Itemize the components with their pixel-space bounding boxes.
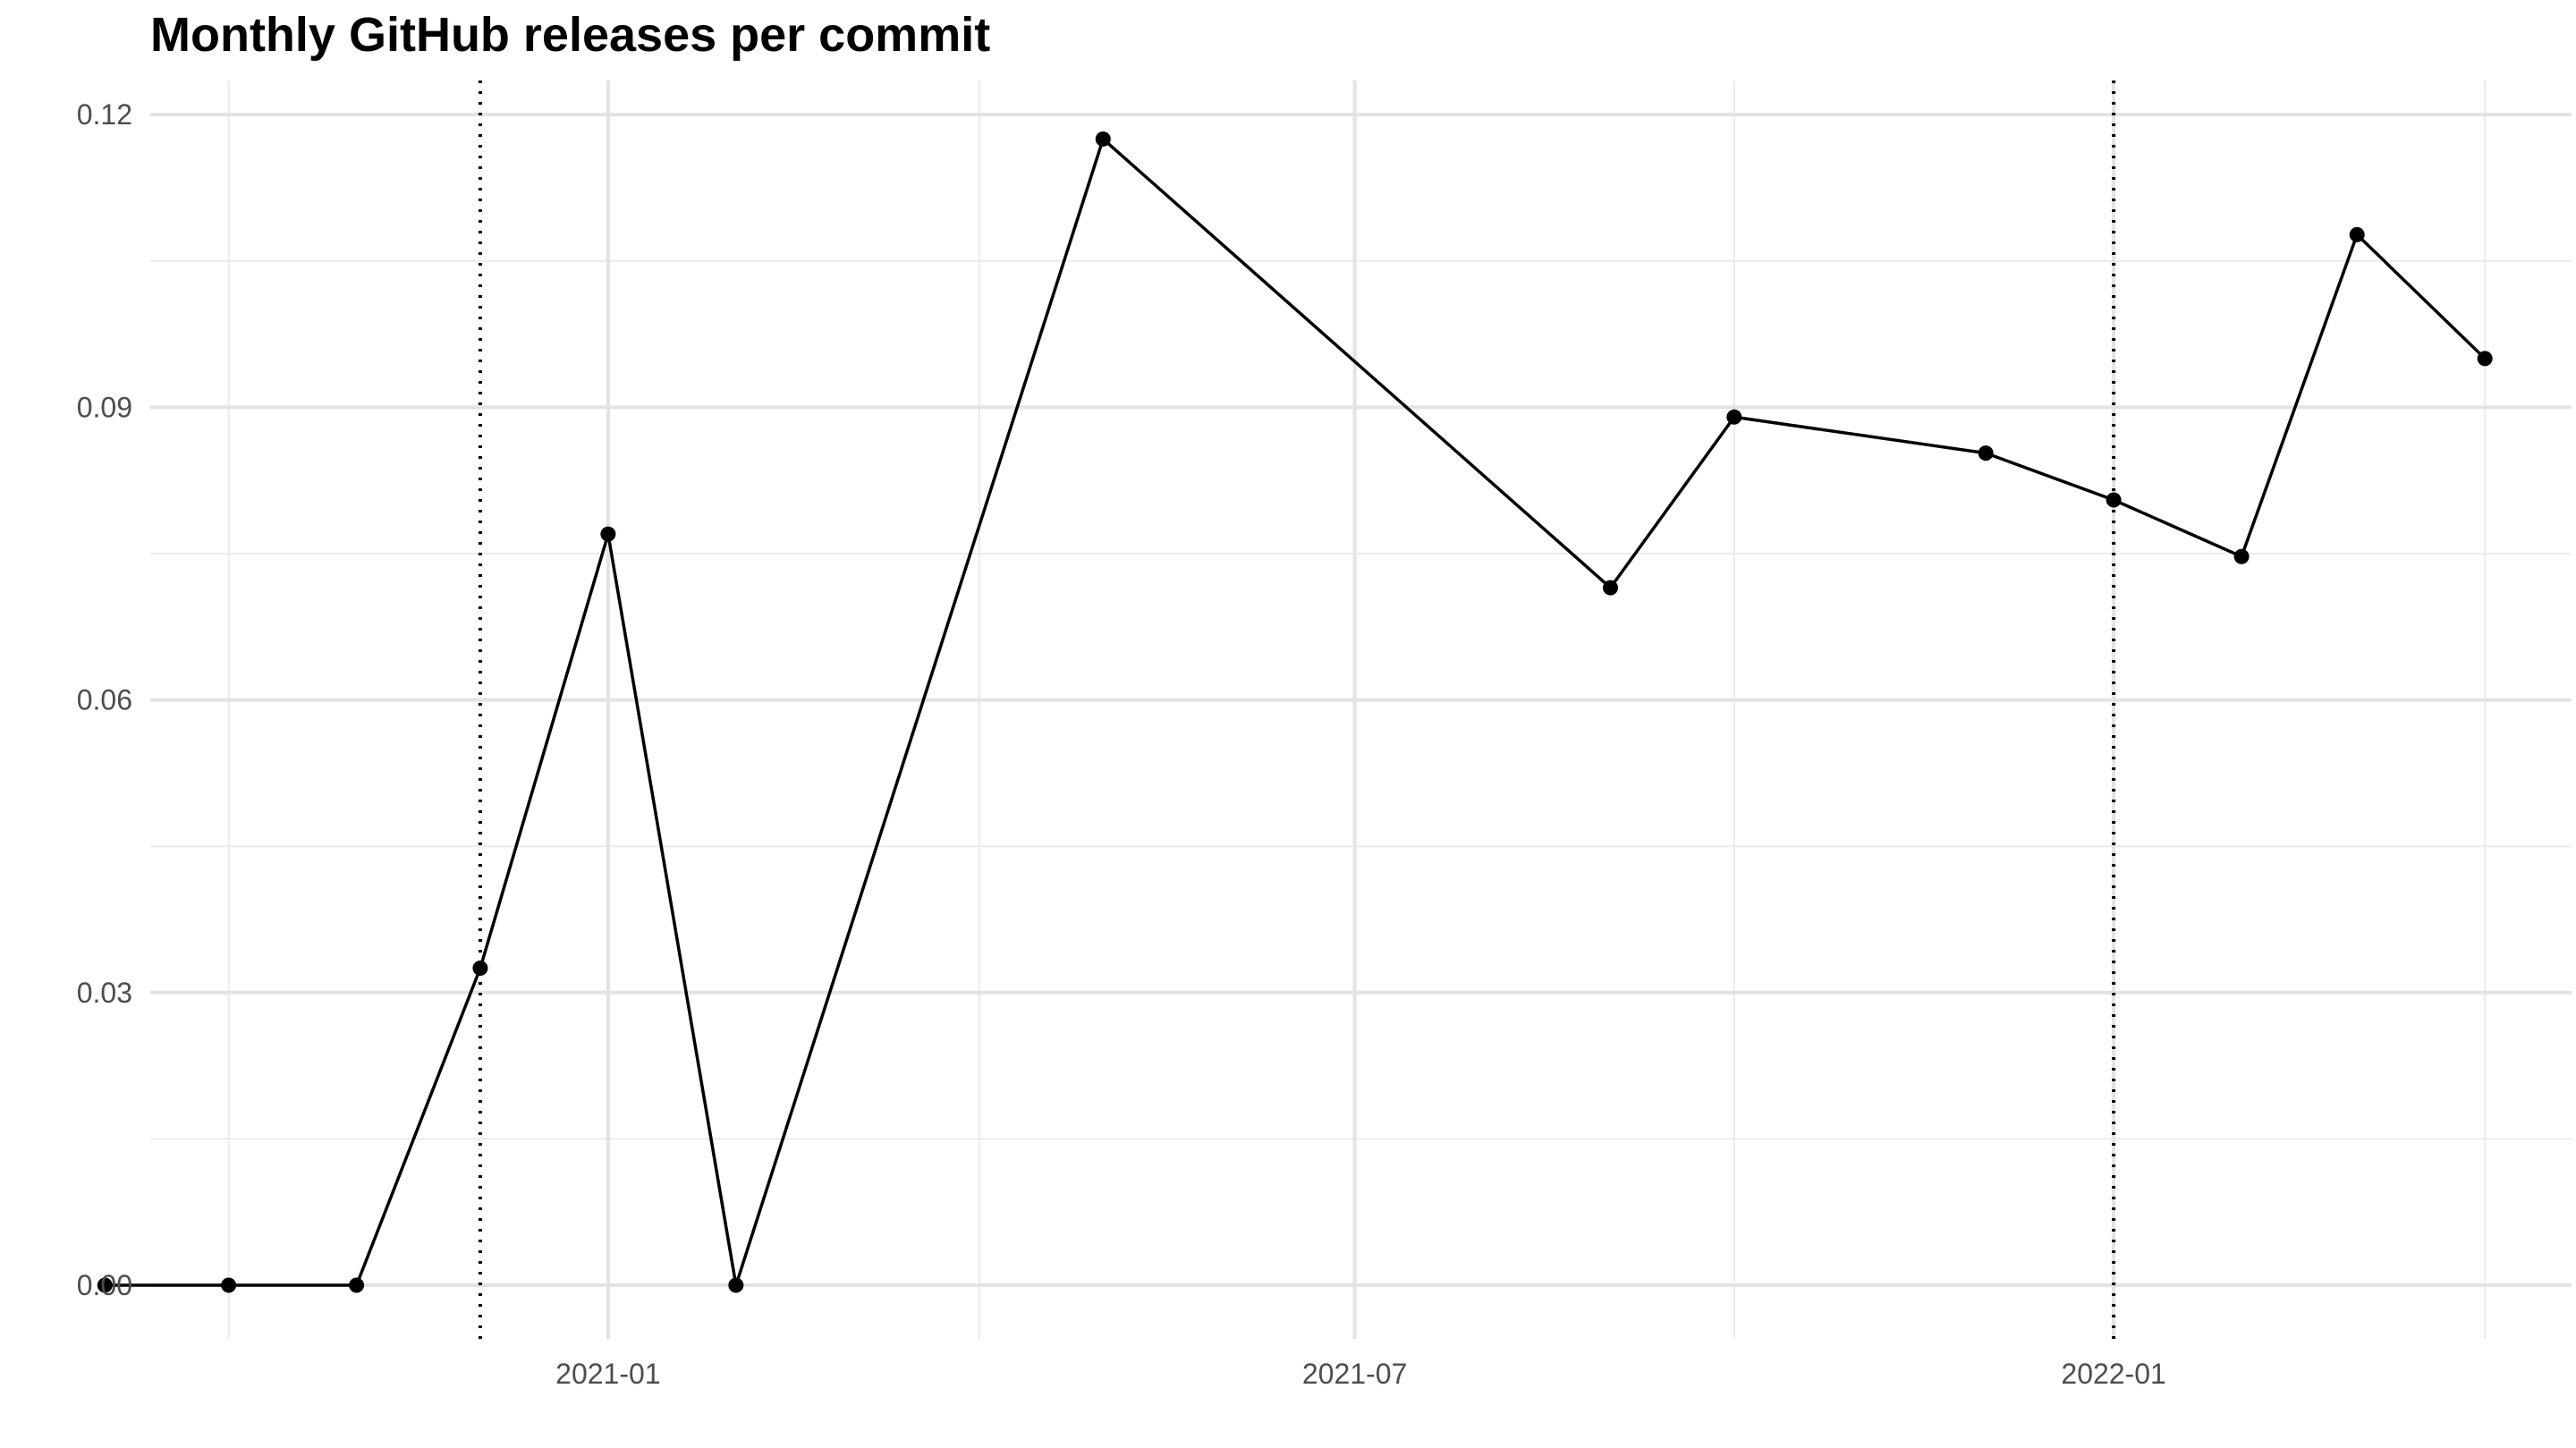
x-tick-label: 2021-01 xyxy=(555,1358,660,1390)
series-layer xyxy=(105,137,2487,1287)
data-point xyxy=(349,1277,365,1293)
y-tick-label: 0.03 xyxy=(77,977,132,1009)
y-tick-label: 0.00 xyxy=(77,1269,132,1301)
series-line xyxy=(105,137,2487,1287)
y-tick-label: 0.09 xyxy=(77,391,132,423)
y-tick-label: 0.06 xyxy=(77,684,132,716)
data-point xyxy=(2477,351,2493,367)
data-point xyxy=(1726,409,1742,425)
data-point xyxy=(221,1277,237,1293)
chart-title: Monthly GitHub releases per commit xyxy=(150,8,991,62)
y-axis-tick-labels: 0.00 0.03 0.06 0.09 0.12 xyxy=(77,98,132,1301)
x-tick-label: 2022-01 xyxy=(2061,1358,2165,1390)
minor-gridlines xyxy=(150,80,2572,1339)
data-point xyxy=(2349,226,2365,242)
data-point xyxy=(2106,492,2122,508)
data-point xyxy=(728,1277,744,1293)
y-tick-label: 0.12 xyxy=(77,98,132,131)
data-point xyxy=(97,1277,113,1293)
x-axis-tick-labels: 2021-01 2021-07 2022-01 xyxy=(555,1358,2166,1390)
reference-lines xyxy=(478,80,2116,1339)
data-point xyxy=(1603,580,1619,596)
data-point xyxy=(2233,548,2250,564)
data-point xyxy=(600,526,616,542)
data-point xyxy=(472,961,488,977)
data-point xyxy=(1095,131,1111,147)
data-point xyxy=(1978,445,1994,461)
x-tick-label: 2021-07 xyxy=(1302,1358,1407,1390)
major-gridlines xyxy=(150,80,2572,1339)
data-points xyxy=(97,131,2493,1293)
